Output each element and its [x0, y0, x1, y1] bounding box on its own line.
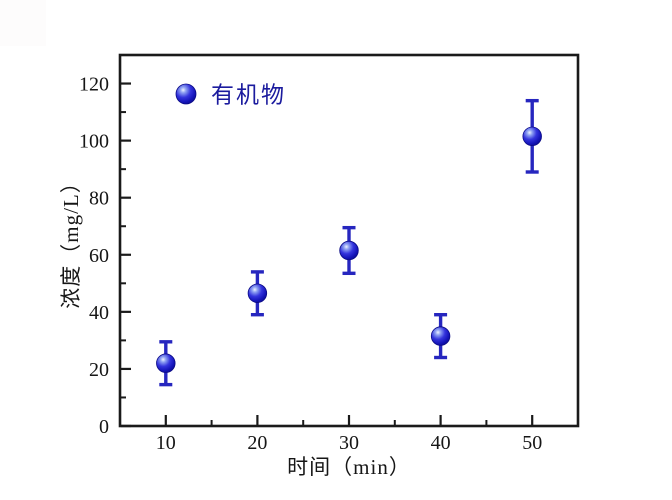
data-point-group	[522, 98, 542, 174]
plot-frame	[118, 53, 580, 428]
data-point-marker	[156, 353, 176, 373]
y-tick-label: 20	[89, 359, 109, 381]
y-tick-label: 100	[79, 131, 109, 153]
legend-marker-icon	[175, 83, 197, 105]
x-tick-label: 20	[247, 432, 267, 454]
x-axis-title: 时间（min）	[287, 455, 411, 479]
data-point-group	[339, 225, 359, 276]
data-point-marker	[247, 283, 268, 303]
data-point-group	[430, 313, 451, 360]
x-tick-label: 50	[522, 432, 542, 454]
data-point-group	[247, 270, 268, 317]
legend-label: 有机物	[211, 82, 286, 108]
data-point-group	[156, 340, 176, 387]
x-tick-label: 30	[339, 432, 359, 454]
x-tick-label: 40	[431, 432, 451, 454]
y-tick-label: 40	[89, 302, 109, 324]
y-axis-title: 浓度（mg/L）	[59, 171, 83, 309]
y-tick-label: 120	[79, 74, 109, 96]
y-tick-label: 60	[89, 245, 109, 267]
y-tick-label: 80	[89, 188, 109, 210]
data-point-marker	[430, 326, 451, 346]
corner-artifact	[0, 0, 46, 46]
data-point-marker	[339, 240, 359, 261]
x-tick-label: 10	[156, 432, 176, 454]
data-point-marker	[522, 126, 542, 147]
y-tick-label: 0	[99, 416, 109, 438]
